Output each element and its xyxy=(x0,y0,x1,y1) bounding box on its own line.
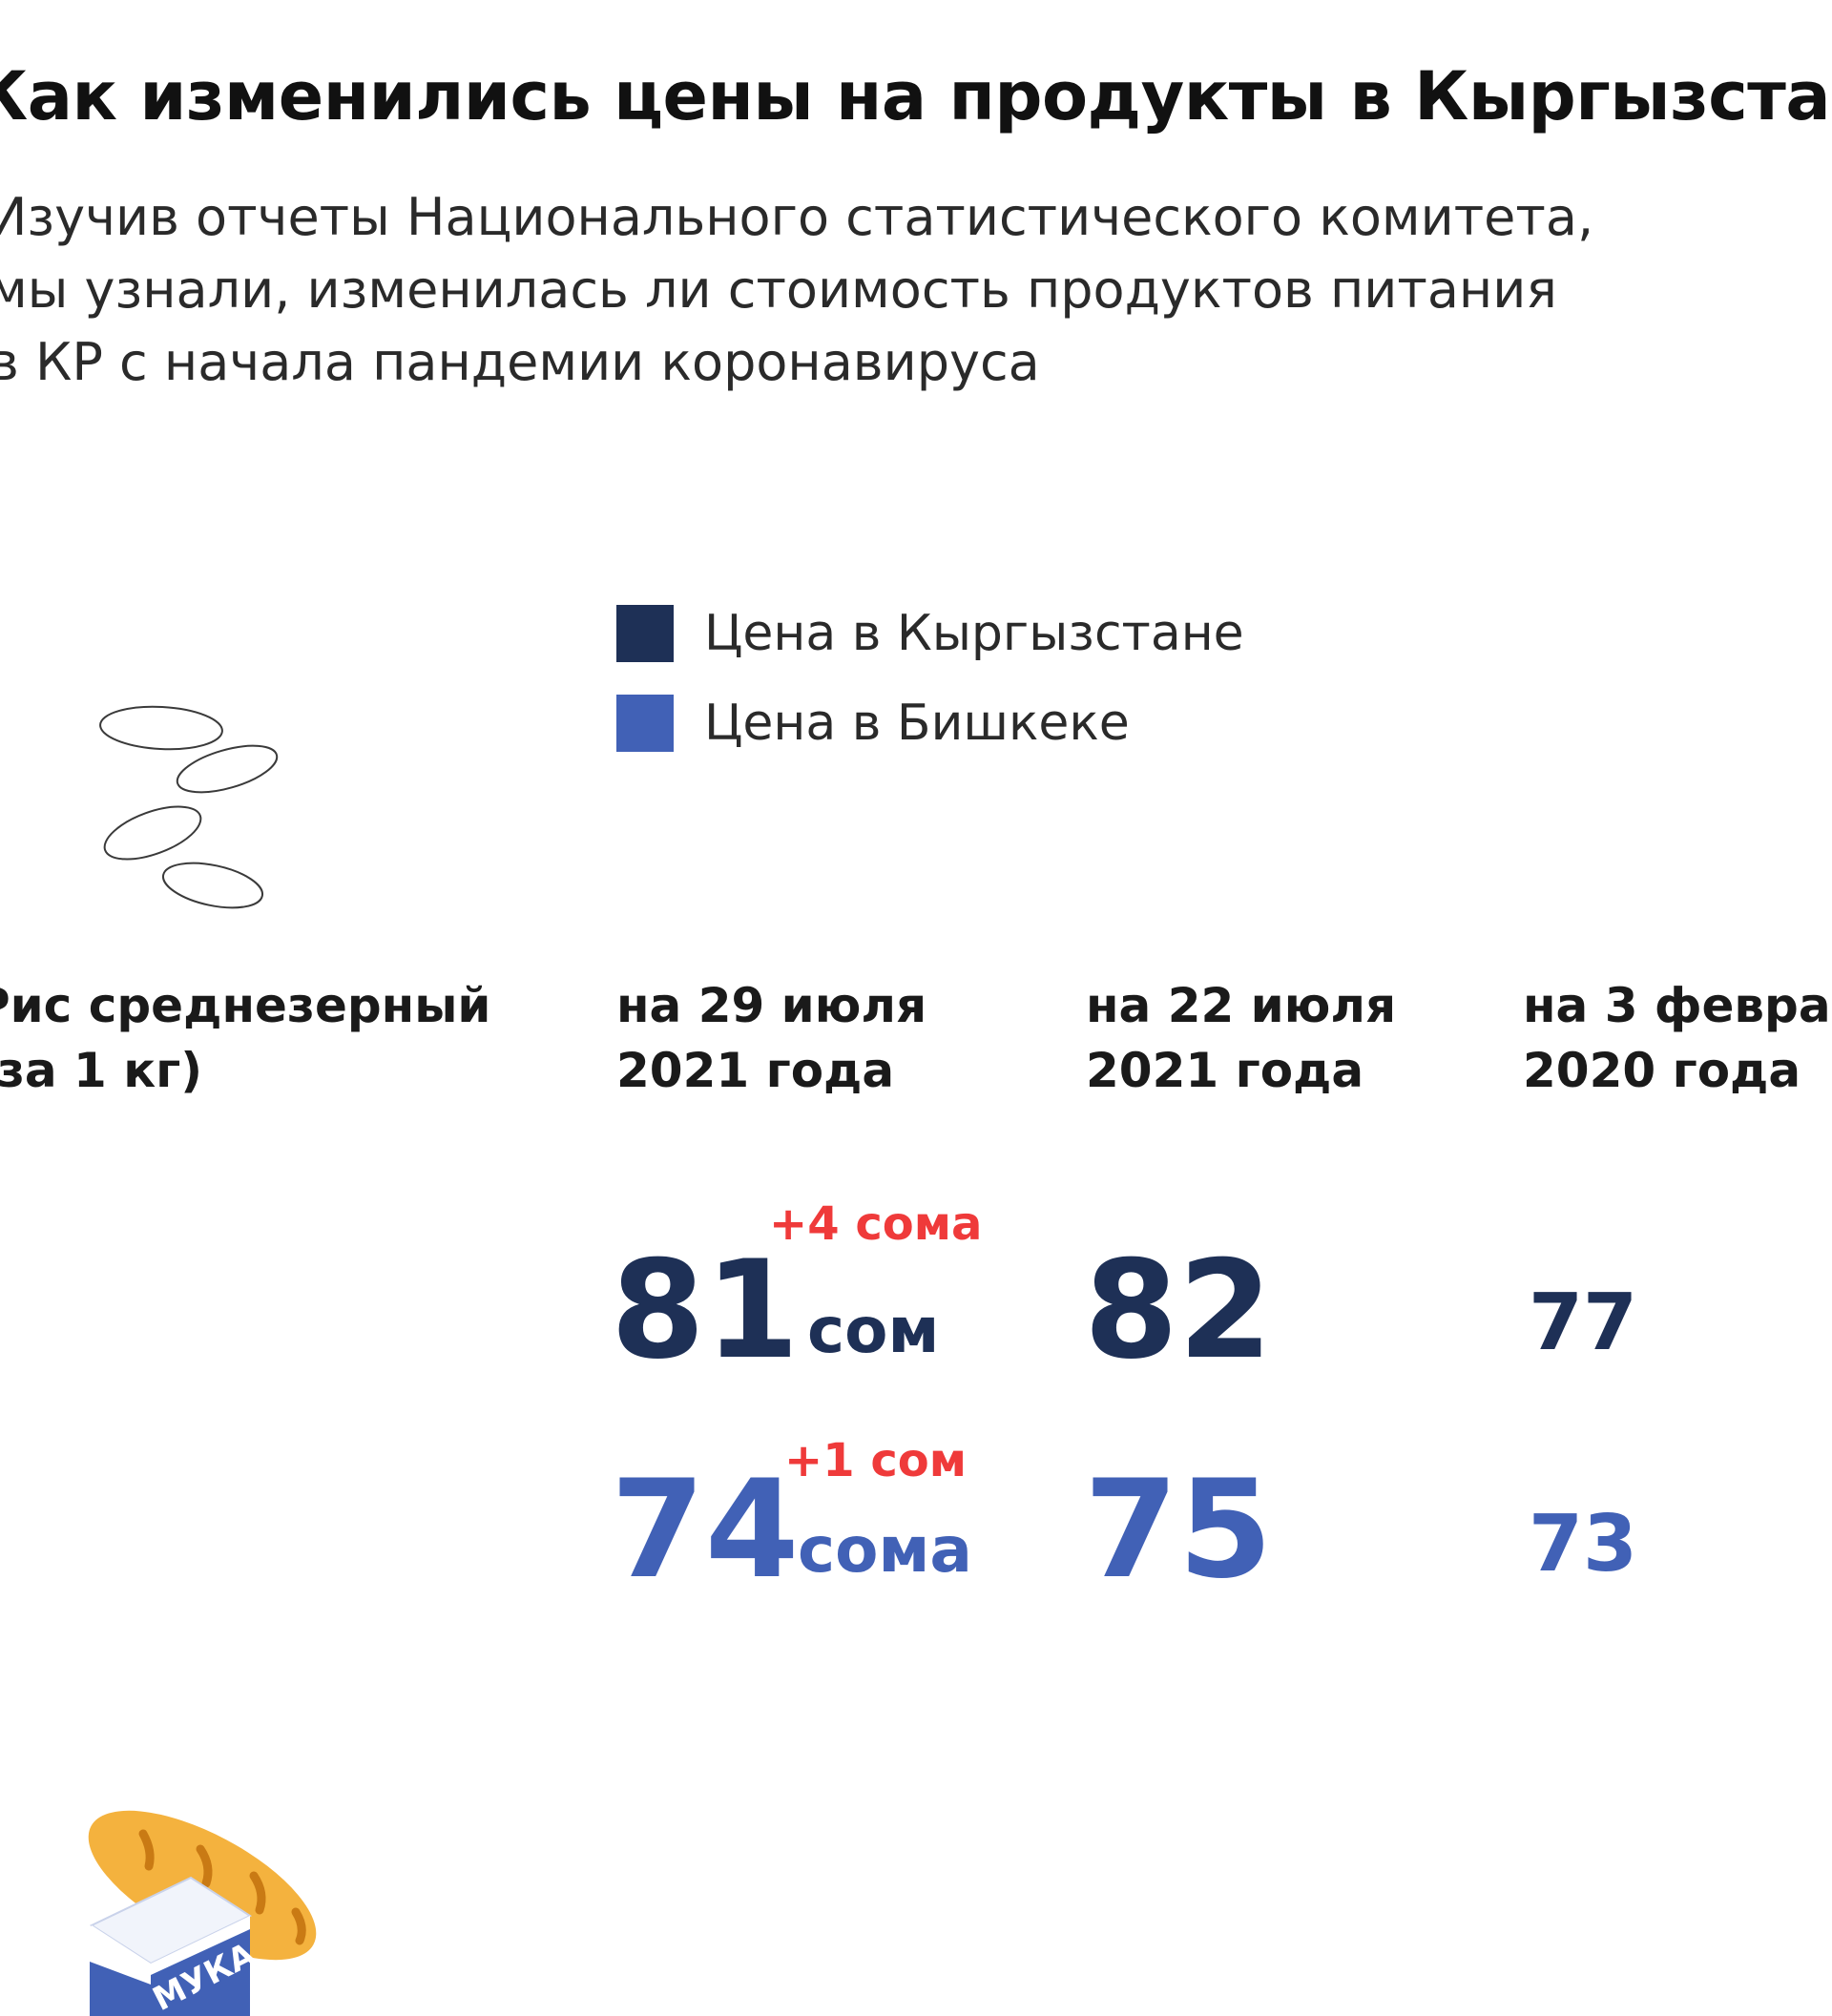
page-subtitle: Изучив отчеты Национального статистическ… xyxy=(0,181,1593,399)
legend-item-bishkek: Цена в Бишкеке xyxy=(616,695,1130,752)
product-name: Рис среднезерный (за 1 кг) xyxy=(0,973,490,1103)
price-kyrgyzstan-unit: сом xyxy=(807,1294,940,1367)
price-bishkek-prev-week: 75 xyxy=(1084,1451,1273,1609)
flour-bread-icon: МУКА xyxy=(88,1810,317,2016)
column-header-line: на 29 июля xyxy=(616,978,927,1033)
rice-grains-icon xyxy=(99,705,279,909)
column-header-line: 2020 года xyxy=(1523,1043,1801,1098)
legend-swatch-bishkek xyxy=(616,695,674,752)
price-kyrgyzstan-feb-2020: 77 xyxy=(1529,1278,1638,1368)
legend-label-kyrgyzstan: Цена в Кыргызстане xyxy=(704,605,1244,662)
price-bishkek-feb-2020: 73 xyxy=(1529,1499,1638,1590)
price-kyrgyzstan-prev-week: 82 xyxy=(1084,1232,1273,1389)
delta-bishkek: +1 сом xyxy=(784,1434,967,1487)
column-header-line: на 22 июля xyxy=(1086,978,1397,1033)
column-header-jul22: на 22 июля 2021 года xyxy=(1086,973,1396,1103)
subtitle-line: мы узнали, изменилась ли стоимость проду… xyxy=(0,260,1557,320)
column-header-feb3: на 3 февраля 2020 года xyxy=(1523,973,1832,1103)
price-bishkek-current: 74 xyxy=(611,1451,800,1609)
delta-kyrgyzstan: +4 сома xyxy=(769,1197,983,1251)
column-header-line: на 3 февраля xyxy=(1523,978,1832,1033)
column-header-line: 2021 года xyxy=(1086,1043,1364,1098)
product-name-line: Рис среднезерный xyxy=(0,978,491,1033)
column-header-line: 2021 года xyxy=(616,1043,895,1098)
page-title: Как изменились цены на продукты в Кыргыз… xyxy=(0,57,1832,135)
legend-swatch-kyrgyzstan xyxy=(616,605,674,662)
subtitle-line: Изучив отчеты Национального статистическ… xyxy=(0,187,1594,247)
legend-label-bishkek: Цена в Бишкеке xyxy=(704,695,1130,752)
column-header-jul29: на 29 июля 2021 года xyxy=(616,973,926,1103)
subtitle-line: в КР с начала пандемии коронавируса xyxy=(0,332,1040,392)
price-kyrgyzstan-current: 81 xyxy=(611,1232,800,1389)
price-bishkek-unit: сома xyxy=(798,1513,972,1587)
legend-item-kyrgyzstan: Цена в Кыргызстане xyxy=(616,605,1244,662)
product-unit-line: (за 1 кг) xyxy=(0,1043,203,1098)
